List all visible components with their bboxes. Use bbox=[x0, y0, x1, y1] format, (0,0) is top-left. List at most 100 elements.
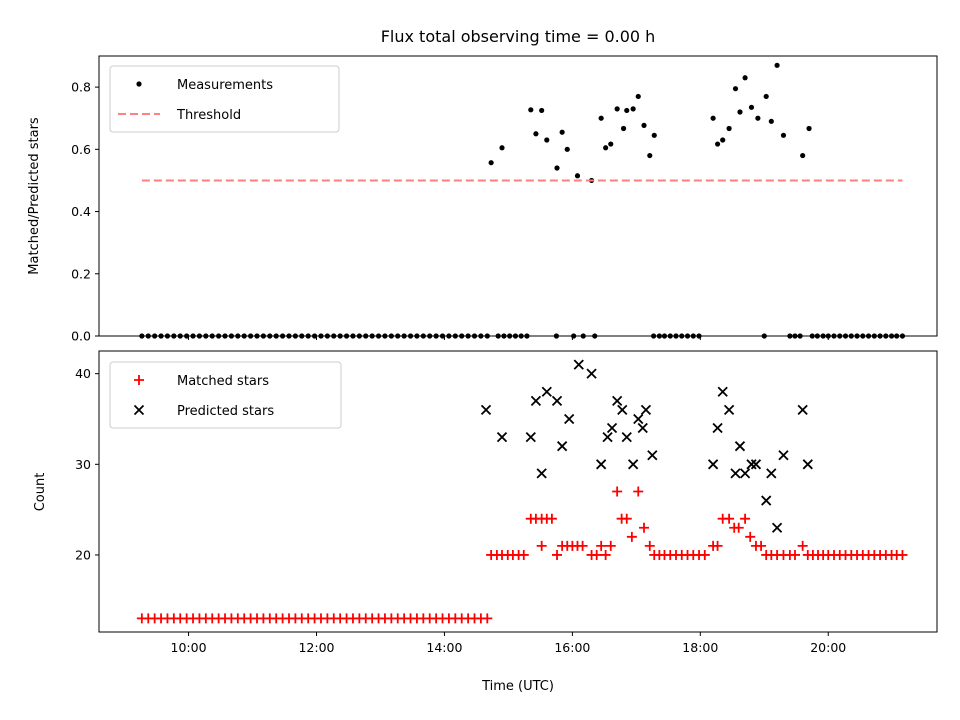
x-tick-label: 14:00 bbox=[426, 640, 462, 655]
measurement-point bbox=[720, 137, 726, 143]
measurement-point bbox=[598, 115, 604, 121]
matched-star-point bbox=[600, 549, 611, 560]
matched-star-point bbox=[621, 513, 632, 524]
predicted-star-point bbox=[617, 404, 628, 416]
matched-star-point bbox=[546, 513, 557, 524]
measurement-point bbox=[533, 131, 539, 137]
measurement-point bbox=[624, 107, 630, 114]
matched-star-point bbox=[482, 613, 493, 624]
predicted-star-point bbox=[536, 468, 547, 479]
predicted-star-point bbox=[734, 441, 746, 452]
predicted-star-point bbox=[797, 404, 808, 416]
measurement-point bbox=[806, 125, 812, 132]
measurement-point bbox=[742, 75, 748, 81]
top-y-axis-label: Matched/Predicted stars bbox=[27, 117, 42, 275]
matched-star-point bbox=[712, 540, 723, 551]
chart-title: Flux total observing time = 0.00 h bbox=[381, 27, 656, 46]
measurement-point bbox=[647, 152, 653, 159]
predicted-star-point bbox=[606, 422, 618, 434]
measurement-point bbox=[608, 141, 614, 147]
matched-star-point bbox=[639, 522, 650, 533]
measurement-point bbox=[630, 106, 636, 112]
bottom-y-tick-label: 40 bbox=[75, 366, 91, 381]
x-tick-label: 10:00 bbox=[171, 640, 207, 655]
x-axis-label: Time (UTC) bbox=[481, 679, 554, 694]
bottom-y-ticks: 20 30 40 bbox=[75, 366, 99, 562]
predicted-star-point bbox=[525, 431, 536, 443]
measurement-point bbox=[564, 146, 570, 152]
measurement-point bbox=[651, 132, 657, 138]
matched-star-point bbox=[699, 549, 710, 560]
predicted-star-point bbox=[596, 459, 607, 470]
predicted-star-point bbox=[746, 459, 757, 470]
top-panel: Flux total observing time = 0.00 h Match… bbox=[27, 27, 938, 344]
predicted-star-point bbox=[612, 395, 623, 406]
bottom-y-axis-label: Count bbox=[33, 473, 48, 512]
predicted-star-point bbox=[633, 413, 644, 425]
predicted-star-point bbox=[647, 450, 658, 461]
matched-star-point bbox=[733, 522, 744, 533]
measurement-point bbox=[780, 132, 787, 138]
top-y-tick-label: 0.6 bbox=[71, 142, 91, 157]
measurement-point bbox=[559, 129, 565, 135]
top-y-tick-label: 0.8 bbox=[71, 80, 91, 95]
predicted-star-point bbox=[712, 422, 723, 434]
measurement-point bbox=[726, 125, 732, 132]
matched-star-point bbox=[612, 486, 623, 497]
predicted-star-point bbox=[557, 441, 568, 452]
legend-predicted-label: Predicted stars bbox=[177, 404, 274, 419]
matched-star-point bbox=[536, 540, 547, 551]
predicted-star-point bbox=[480, 404, 492, 416]
measurement-point bbox=[755, 115, 761, 121]
matched-star-point bbox=[626, 531, 637, 542]
measurement-point bbox=[774, 62, 780, 68]
top-y-tick-label: 0.0 bbox=[71, 329, 91, 344]
predicted-star-point bbox=[723, 404, 735, 416]
predicted-star-point bbox=[766, 468, 777, 479]
predicted-star-point bbox=[717, 386, 728, 397]
x-tick-label: 20:00 bbox=[810, 640, 846, 655]
legend-predicted-marker bbox=[133, 404, 145, 416]
predicted-star-point bbox=[802, 459, 813, 470]
matched-star-point bbox=[897, 549, 908, 560]
legend-measurements-marker bbox=[136, 81, 142, 87]
measurement-point bbox=[737, 109, 743, 115]
legend-threshold-label: Threshold bbox=[176, 108, 241, 123]
matched-star-point bbox=[724, 513, 735, 524]
measurement-point bbox=[539, 107, 545, 114]
matched-star-point bbox=[591, 549, 602, 560]
x-tick-label: 18:00 bbox=[682, 640, 718, 655]
measurement-point bbox=[800, 152, 806, 159]
bottom-x-ticks: 10:00 12:00 14:00 16:00 18:00 20:00 bbox=[171, 632, 846, 655]
predicted-star-point bbox=[602, 431, 613, 443]
legend-matched-marker bbox=[134, 375, 144, 385]
measurement-point bbox=[574, 173, 581, 179]
matched-star-point bbox=[797, 540, 808, 551]
predicted-star-point bbox=[564, 413, 575, 425]
measurement-point bbox=[488, 160, 494, 166]
predicted-star-point bbox=[739, 468, 751, 479]
predicted-star-point bbox=[628, 459, 639, 470]
predicted-star-point bbox=[637, 422, 648, 434]
bottom-y-tick-label: 20 bbox=[75, 547, 91, 562]
measurement-point bbox=[614, 106, 620, 112]
predicted-star-point bbox=[586, 368, 597, 379]
measurement-point bbox=[528, 107, 534, 113]
matched-star-point bbox=[789, 549, 800, 560]
measurement-point bbox=[714, 141, 721, 147]
top-y-tick-label: 0.2 bbox=[71, 266, 91, 281]
measurement-point bbox=[635, 93, 641, 100]
matched-star-point bbox=[577, 540, 588, 551]
matched-star-point bbox=[756, 540, 767, 551]
predicted-star-point bbox=[621, 431, 632, 443]
predicted-star-point bbox=[640, 404, 652, 416]
predicted-star-point bbox=[707, 459, 719, 470]
matched-star-point bbox=[605, 540, 616, 551]
x-tick-label: 12:00 bbox=[298, 640, 334, 655]
measurement-point bbox=[768, 118, 774, 124]
matched-star-point bbox=[633, 486, 644, 497]
matched-star-point bbox=[745, 531, 756, 542]
bottom-legend: Matched stars Predicted stars bbox=[109, 361, 342, 429]
